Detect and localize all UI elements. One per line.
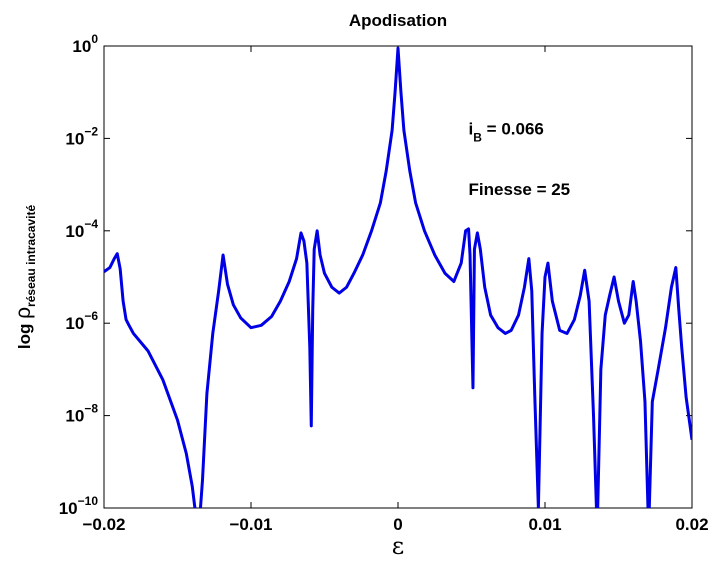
y-tick-exponent: 0 (91, 32, 98, 46)
y-tick-base: 10 (65, 407, 84, 426)
y-axis-label: log ρréseau intracavité (12, 205, 38, 350)
y-tick-base: 10 (65, 129, 84, 148)
y-tick-exponent: −10 (78, 494, 99, 508)
y-tick-base: 10 (65, 314, 84, 333)
y-tick-exponent: −4 (84, 217, 98, 231)
annotation-main: i (469, 120, 474, 139)
y-tick-base: 10 (59, 499, 78, 518)
y-tick-label: 10−6 (65, 309, 98, 333)
x-tick-label: 0.02 (675, 515, 708, 534)
annotation-sub: B (473, 131, 482, 145)
y-tick-exponent: −8 (84, 402, 98, 416)
y-tick-exponent: −2 (84, 124, 98, 138)
x-tick-label: 0.01 (528, 515, 561, 534)
series-line-0 (104, 46, 692, 508)
annotation-main: Finesse = 25 (469, 180, 571, 199)
y-tick-exponent: −6 (84, 309, 98, 323)
y-tick-base: 10 (72, 37, 91, 56)
x-tick-label: 0 (393, 515, 402, 534)
annotation-0: iB = 0.066 (469, 120, 544, 145)
annotations: iB = 0.066 Finesse = 25 (469, 120, 571, 199)
chart-title: Apodisation (349, 11, 447, 30)
plot-area (104, 46, 692, 508)
x-tick-label: −0.02 (82, 515, 125, 534)
y-tick-label: 10−8 (65, 402, 98, 426)
annotation-1: Finesse = 25 (469, 180, 571, 199)
plot-axes: −0.02 −0.01 0 0.01 0.0210−1010−810−610−410−2… (59, 32, 709, 534)
y-tick-label: 100 (72, 32, 98, 56)
y-axis-label-prefix: log (15, 319, 34, 349)
axes-frame (103, 45, 693, 509)
y-axis-label-subscript: réseau intracavité (24, 205, 38, 307)
y-tick-label: 10−4 (65, 217, 98, 241)
x-axis-label: ε (392, 532, 404, 560)
y-tick-label: 10−10 (59, 494, 99, 518)
x-tick-label: −0.01 (229, 515, 272, 534)
annotation-rest: = 0.066 (482, 120, 544, 139)
y-tick-label: 10−2 (65, 124, 98, 148)
y-axis-label-symbol: ρ (12, 307, 35, 319)
y-tick-base: 10 (65, 222, 84, 241)
